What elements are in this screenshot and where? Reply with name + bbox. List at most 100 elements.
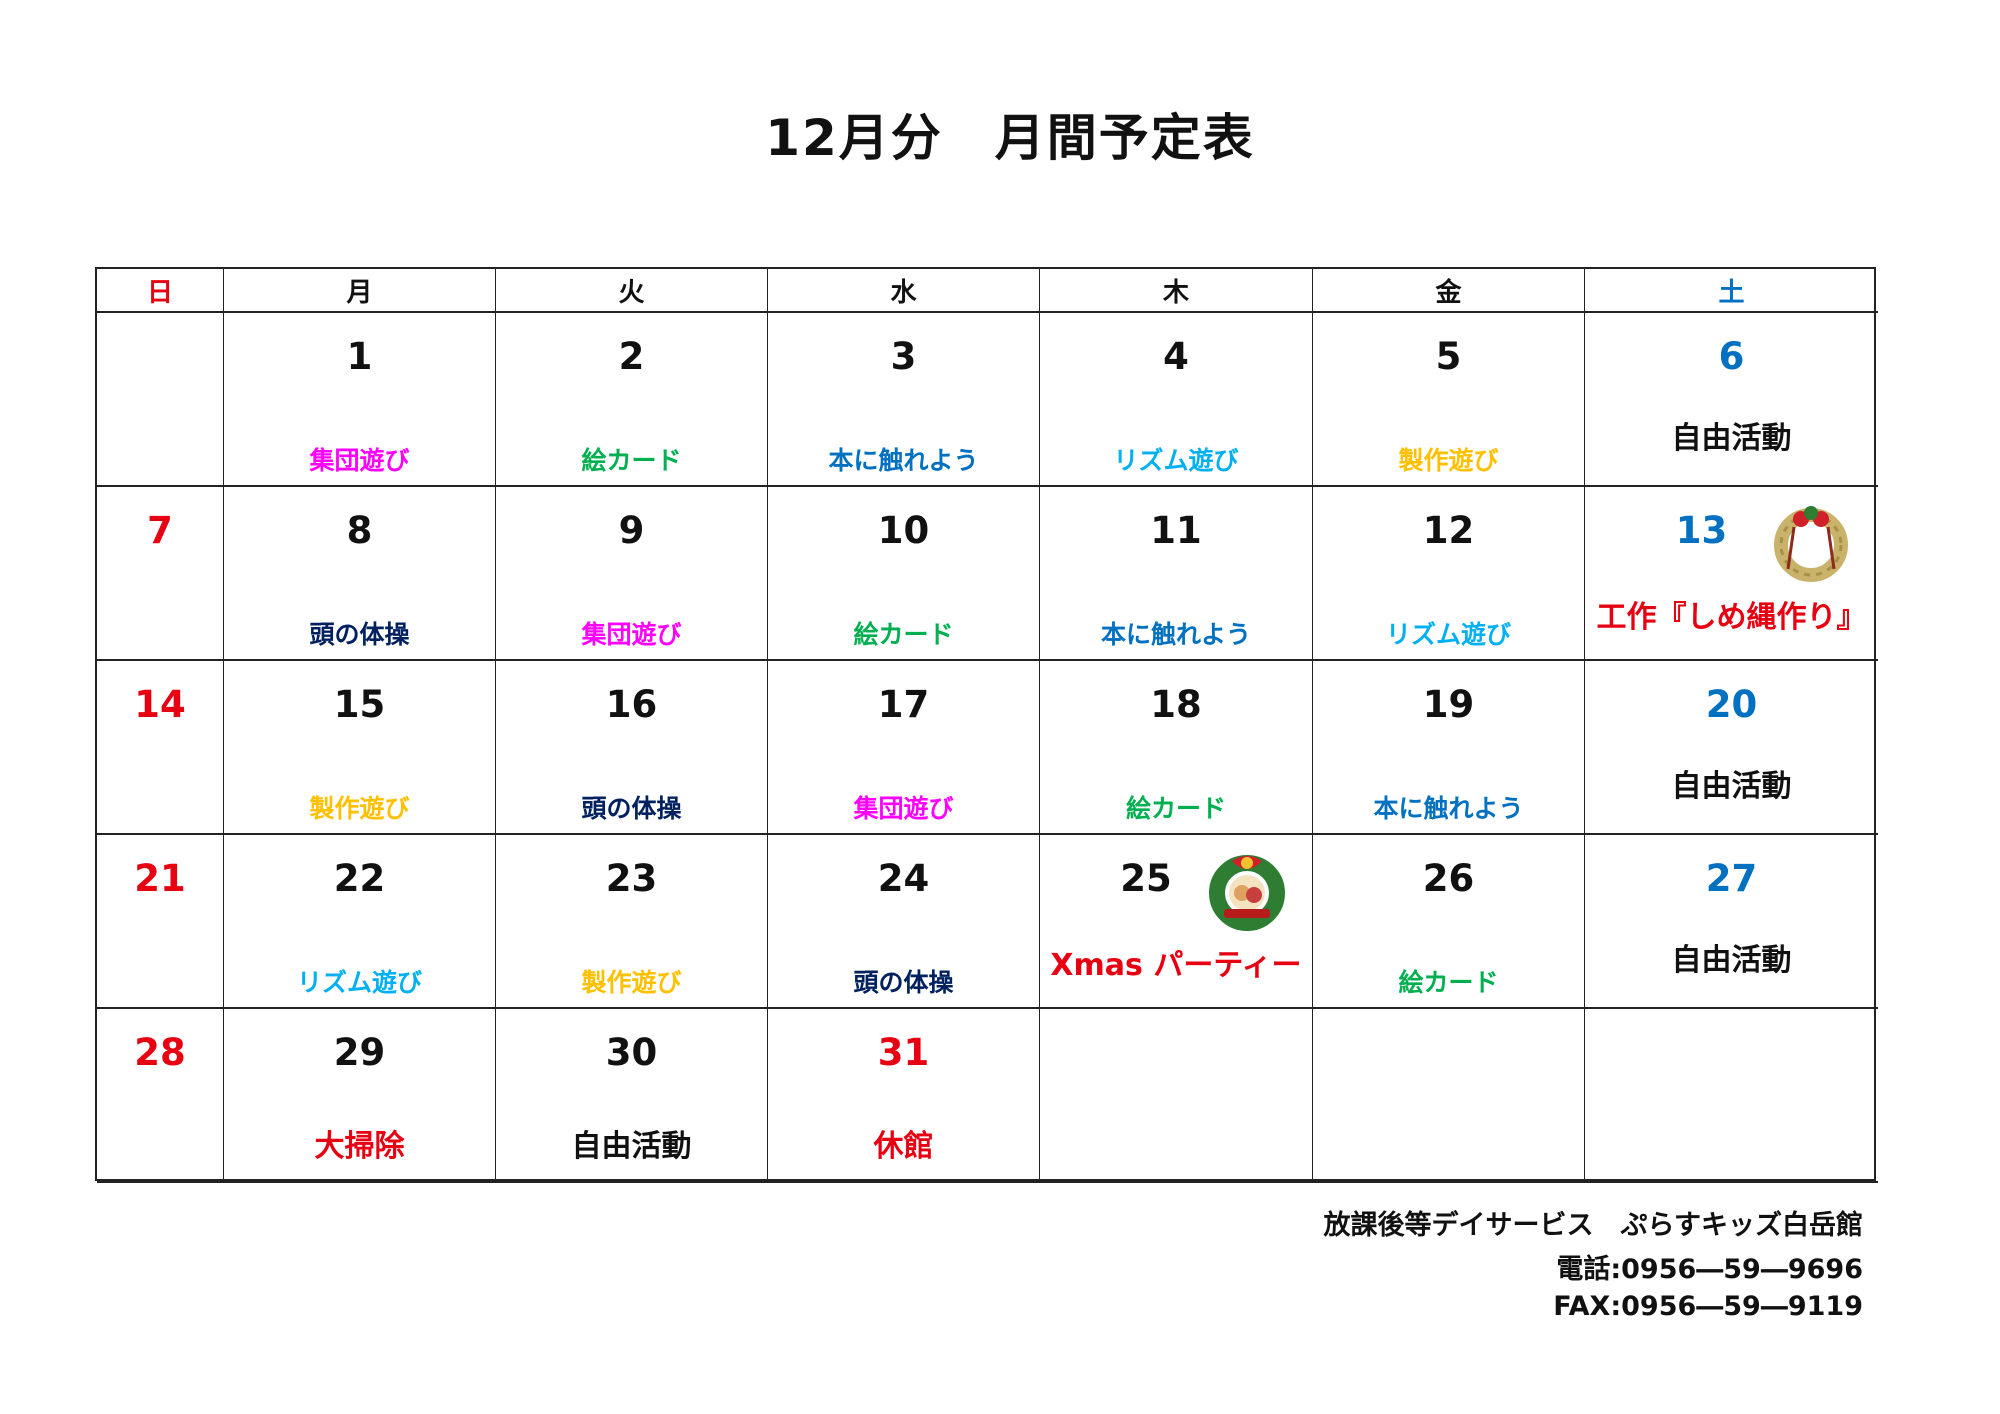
day-number: 5 — [1435, 335, 1462, 378]
day-number: 17 — [877, 683, 930, 726]
activity-label: 休館 — [873, 1129, 934, 1164]
day-number: 2 — [618, 335, 645, 378]
fax-number: FAX:0956―59―9119 — [1553, 1291, 1863, 1322]
activity-label: 本に触れよう — [1100, 620, 1251, 649]
activity-label: 絵カード — [581, 446, 682, 475]
activity-label: 大掃除 — [314, 1129, 405, 1164]
day-number: 6 — [1718, 335, 1745, 378]
day-number: 14 — [134, 683, 186, 726]
day-cell-27: 27 自由活動 — [1585, 835, 1878, 1009]
christmas-wreath-icon — [1202, 847, 1292, 937]
weekday-header: 水 — [768, 269, 1040, 313]
activity-label: 自由活動 — [1671, 943, 1792, 978]
day-number: 21 — [134, 857, 186, 900]
day-cell-30: 30 自由活動 — [496, 1009, 768, 1183]
day-cell-28: 28 — [97, 1009, 224, 1183]
day-number: 20 — [1705, 683, 1758, 726]
activity-label: 集団遊び — [309, 446, 410, 475]
day-cell-26: 26 絵カード — [1313, 835, 1585, 1009]
day-number: 7 — [147, 509, 173, 552]
day-number: 15 — [333, 683, 386, 726]
activity-label: 頭の体操 — [309, 620, 410, 649]
day-number: 22 — [333, 857, 386, 900]
day-cell-9: 9 集団遊び — [496, 487, 768, 661]
empty-cell — [1040, 1009, 1313, 1183]
day-cell-5: 5 製作遊び — [1313, 313, 1585, 487]
day-number: 16 — [605, 683, 658, 726]
day-number: 1 — [346, 335, 373, 378]
activity-label: 自由活動 — [571, 1129, 692, 1164]
day-cell-2: 2 絵カード — [496, 313, 768, 487]
day-number: 4 — [1163, 335, 1189, 378]
day-cell-14: 14 — [97, 661, 224, 835]
day-cell-6: 6 自由活動 — [1585, 313, 1878, 487]
empty-cell — [1585, 1009, 1878, 1183]
day-cell-24: 24 頭の体操 — [768, 835, 1040, 1009]
weekday-header: 金 — [1313, 269, 1585, 313]
activity-label: 頭の体操 — [581, 794, 682, 823]
day-cell-16: 16 頭の体操 — [496, 661, 768, 835]
day-number: 26 — [1422, 857, 1475, 900]
activity-label: 絵カード — [1398, 968, 1499, 997]
day-cell-10: 10 絵カード — [768, 487, 1040, 661]
monthly-calendar: 日月火水木金土 1 集団遊び 2 絵カード 3 本に触れよう 4 リズム遊び 5 製作遊び 6 自由活動… — [95, 267, 1878, 1183]
activity-label: 自由活動 — [1671, 421, 1792, 456]
day-cell-12: 12 リズム遊び — [1313, 487, 1585, 661]
activity-label: リズム遊び — [1113, 446, 1239, 475]
day-cell-29: 29 大掃除 — [224, 1009, 496, 1183]
page-title: 12月分 月間予定表 — [765, 109, 1255, 167]
activity-label: Xmas パーティー — [1050, 948, 1302, 983]
day-cell-17: 17 集団遊び — [768, 661, 1040, 835]
day-number: 24 — [877, 857, 930, 900]
weekday-header: 月 — [224, 269, 496, 313]
day-number: 11 — [1150, 509, 1202, 552]
phone-number: 電話:0956―59―9696 — [1556, 1254, 1863, 1285]
day-number: 23 — [605, 857, 658, 900]
activity-label: 集団遊び — [581, 620, 682, 649]
day-cell-7: 7 — [97, 487, 224, 661]
activity-label: 製作遊び — [1398, 446, 1499, 475]
shimenawa-wreath-icon — [1766, 499, 1856, 589]
day-cell-15: 15 製作遊び — [224, 661, 496, 835]
day-number: 28 — [134, 1031, 186, 1074]
empty-cell — [97, 313, 224, 487]
day-cell-18: 18 絵カード — [1040, 661, 1313, 835]
activity-label: 絵カード — [853, 620, 954, 649]
facility-name: 放課後等デイサービス ぷらすキッズ白岳館 — [1323, 1210, 1863, 1241]
activity-label: 集団遊び — [853, 794, 954, 823]
activity-label: 自由活動 — [1671, 769, 1792, 804]
day-cell-4: 4 リズム遊び — [1040, 313, 1313, 487]
day-number: 25 — [1120, 857, 1172, 900]
activity-label: 絵カード — [1125, 794, 1226, 823]
activity-label: 本に触れよう — [828, 446, 979, 475]
day-cell-22: 22 リズム遊び — [224, 835, 496, 1009]
day-number: 12 — [1422, 509, 1475, 552]
day-cell-21: 21 — [97, 835, 224, 1009]
activity-label: リズム遊び — [1385, 620, 1511, 649]
day-cell-19: 19 本に触れよう — [1313, 661, 1585, 835]
activity-label: 頭の体操 — [853, 968, 954, 997]
weekday-header: 土 — [1585, 269, 1878, 313]
day-number: 29 — [333, 1031, 386, 1074]
day-cell-31: 31 休館 — [768, 1009, 1040, 1183]
day-cell-11: 11 本に触れよう — [1040, 487, 1313, 661]
day-cell-8: 8 頭の体操 — [224, 487, 496, 661]
day-number: 10 — [877, 509, 930, 552]
day-number: 19 — [1422, 683, 1475, 726]
day-number: 3 — [890, 335, 917, 378]
activity-label: 本に触れよう — [1373, 794, 1524, 823]
day-cell-1: 1 集団遊び — [224, 313, 496, 487]
day-cell-3: 3 本に触れよう — [768, 313, 1040, 487]
activity-label: 工作『しめ縄作り』 — [1596, 600, 1867, 635]
activity-label: 製作遊び — [581, 968, 682, 997]
day-number: 30 — [605, 1031, 658, 1074]
day-number: 31 — [877, 1031, 930, 1074]
weekday-header: 木 — [1040, 269, 1313, 313]
weekday-header: 日 — [97, 269, 224, 313]
day-number: 18 — [1150, 683, 1202, 726]
day-number: 27 — [1705, 857, 1758, 900]
activity-label: 製作遊び — [309, 794, 410, 823]
weekday-header: 火 — [496, 269, 768, 313]
day-cell-23: 23 製作遊び — [496, 835, 768, 1009]
day-number: 13 — [1675, 509, 1728, 552]
